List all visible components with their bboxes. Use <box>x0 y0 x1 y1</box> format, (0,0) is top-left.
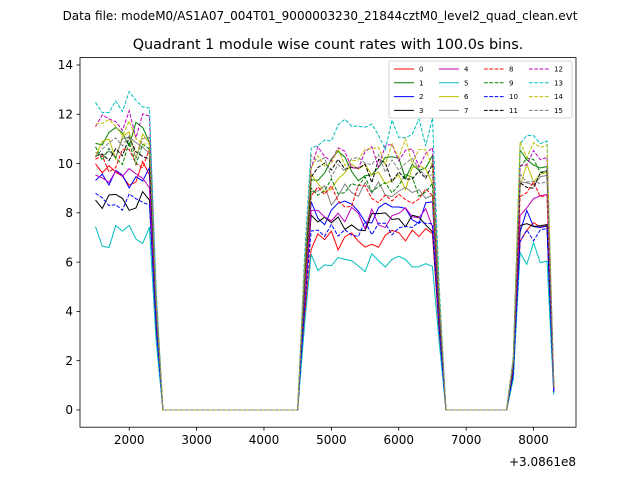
y-tick-label: 4 <box>65 305 73 319</box>
legend-label: 10 <box>509 93 518 101</box>
legend-label: 5 <box>464 79 468 87</box>
legend-label: 11 <box>509 107 518 115</box>
axes-frame <box>79 57 577 428</box>
y-tick-label: 6 <box>65 255 73 269</box>
plot-area <box>80 57 576 428</box>
y-axis: 0 2 4 6 8 10 12 14 <box>58 58 80 417</box>
legend-label: 1 <box>419 79 423 87</box>
x-tick-label: 4000 <box>249 433 280 447</box>
legend-label: 7 <box>464 107 468 115</box>
chart-title: Quadrant 1 module wise count rates with … <box>133 37 524 53</box>
legend-label: 4 <box>464 66 469 74</box>
legend-label: 3 <box>419 107 423 115</box>
series-layer <box>95 90 555 411</box>
x-tick-label: 5000 <box>316 433 347 447</box>
series-line-15 <box>95 134 555 411</box>
legend-box <box>388 60 573 119</box>
legend-label: 0 <box>419 66 423 74</box>
y-tick-label: 0 <box>65 403 73 417</box>
y-tick-label: 10 <box>58 157 73 171</box>
chart-suptitle: Data file: modeM0/AS1A07_004T01_90000032… <box>63 9 578 23</box>
y-tick-label: 12 <box>58 107 73 121</box>
y-tick-label: 14 <box>58 58 73 72</box>
legend-label: 6 <box>464 93 469 101</box>
legend-label: 14 <box>554 93 563 101</box>
x-tick-label: 7000 <box>451 433 482 447</box>
x-tick-label: 6000 <box>383 433 414 447</box>
y-tick-label: 2 <box>65 354 73 368</box>
x-offset-label: +3.0861e8 <box>509 455 576 469</box>
legend-label: 2 <box>419 93 423 101</box>
y-tick-label: 8 <box>65 206 73 220</box>
x-tick-label: 8000 <box>518 433 549 447</box>
legend-label: 12 <box>554 66 563 74</box>
legend-label: 9 <box>509 79 513 87</box>
legend-label: 13 <box>554 79 563 87</box>
x-axis: 2000 3000 4000 5000 6000 7000 8000 <box>114 427 549 447</box>
x-tick-label: 3000 <box>181 433 212 447</box>
legend-label: 15 <box>554 107 563 115</box>
series-line-12 <box>95 109 555 411</box>
x-tick-label: 2000 <box>114 433 145 447</box>
legend-label: 8 <box>509 66 513 74</box>
